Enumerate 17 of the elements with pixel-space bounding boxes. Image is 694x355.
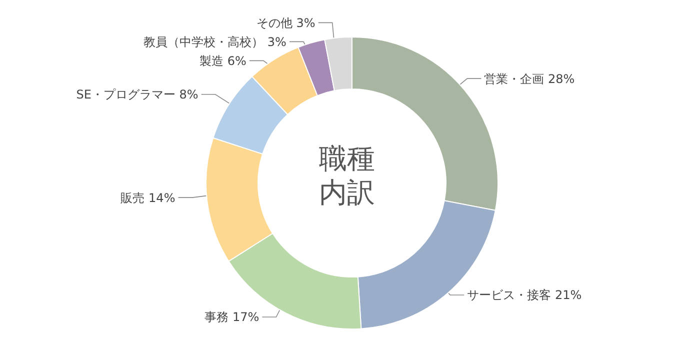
slice-label: 教員（中学校・高校） <box>144 34 264 49</box>
slice-label: SE・プログラマー <box>76 88 176 102</box>
slice-label: 製造 <box>200 54 224 68</box>
data-label: 3% <box>267 34 286 49</box>
slice-label: 事務 <box>204 310 229 324</box>
slice-label: 営業・企画 <box>484 72 544 86</box>
data-label: 21% <box>554 288 582 302</box>
slice-label: サービス・接客 <box>467 288 552 302</box>
data-label: 14% <box>148 190 176 205</box>
text: 職種内訳 <box>318 142 376 210</box>
data-label: 3% <box>296 16 316 30</box>
data-label: 8% <box>179 88 198 102</box>
data-label: 28% <box>548 72 575 86</box>
slice-label: 販売 <box>120 190 145 205</box>
data-label: 6% <box>227 54 246 68</box>
slice-label: その他 <box>256 16 292 30</box>
data-label: 17% <box>232 310 260 324</box>
